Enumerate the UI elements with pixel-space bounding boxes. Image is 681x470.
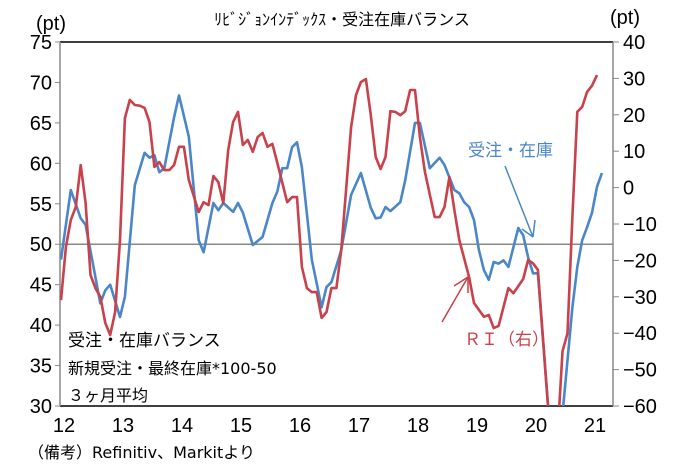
source-note: （備考）Refinitiv、Markitより bbox=[28, 443, 255, 462]
left-tick-label: 55 bbox=[30, 194, 52, 216]
red-series-label: ＲＩ（右） bbox=[464, 330, 549, 350]
axes: 75 70 65 60 55 50 45 40 35 30 40 30 20 10 0 −10 −20 −30 −4… bbox=[30, 32, 657, 437]
x-tick-label: 18 bbox=[407, 415, 429, 437]
right-tick-label: −60 bbox=[623, 396, 657, 418]
left-tick-label: 40 bbox=[30, 315, 52, 337]
red-arrow-icon bbox=[441, 276, 469, 323]
right-tick-label: −20 bbox=[623, 250, 657, 272]
left-tick-label: 60 bbox=[30, 153, 52, 175]
right-tick-label: 30 bbox=[623, 68, 645, 90]
note-line-1: 受注・在庫バランス bbox=[68, 331, 221, 351]
note-line-3: ３ヶ月平均 bbox=[68, 386, 148, 405]
x-tick-label: 12 bbox=[53, 415, 75, 437]
left-tick-label: 75 bbox=[30, 32, 52, 54]
series-group bbox=[60, 74, 604, 406]
x-tick-label: 14 bbox=[171, 415, 193, 437]
blue-arrow-icon bbox=[504, 165, 536, 238]
x-tick-label: 20 bbox=[525, 415, 547, 437]
right-tick-label: −30 bbox=[623, 287, 657, 309]
right-tick-label: −40 bbox=[623, 323, 657, 345]
left-axis-unit: (pt) bbox=[36, 13, 66, 35]
left-tick-label: 70 bbox=[30, 72, 52, 94]
left-tick-label: 45 bbox=[30, 275, 52, 297]
left-tick-label: 65 bbox=[30, 113, 52, 135]
right-tick-label: 0 bbox=[623, 178, 634, 200]
x-tick-label: 17 bbox=[348, 415, 370, 437]
series-line-order-inventory bbox=[60, 94, 604, 406]
left-tick-label: 30 bbox=[30, 396, 52, 418]
series-line-ri bbox=[60, 74, 599, 406]
x-tick-label: 15 bbox=[230, 415, 252, 437]
right-tick-label: 10 bbox=[623, 141, 645, 163]
chart-title: ﾘﾋﾞｼﾞｮﾝｲﾝﾃﾞｯｸｽ・受注在庫バランス bbox=[214, 10, 470, 29]
right-axis-unit: (pt) bbox=[610, 7, 640, 29]
left-tick-label: 35 bbox=[30, 356, 52, 378]
blue-series-label: 受注・在庫 bbox=[468, 141, 553, 161]
x-tick-label: 16 bbox=[289, 415, 311, 437]
left-tick-label: 50 bbox=[30, 234, 52, 256]
right-tick-label: −10 bbox=[623, 214, 657, 236]
right-tick-label: −50 bbox=[623, 360, 657, 382]
right-tick-label: 20 bbox=[623, 105, 645, 127]
note-line-2: 新規受注・最終在庫*100-50 bbox=[68, 359, 277, 378]
x-tick-label: 19 bbox=[466, 415, 488, 437]
x-tick-label: 21 bbox=[584, 415, 606, 437]
right-tick-label: 40 bbox=[623, 32, 645, 54]
x-tick-label: 13 bbox=[112, 415, 134, 437]
